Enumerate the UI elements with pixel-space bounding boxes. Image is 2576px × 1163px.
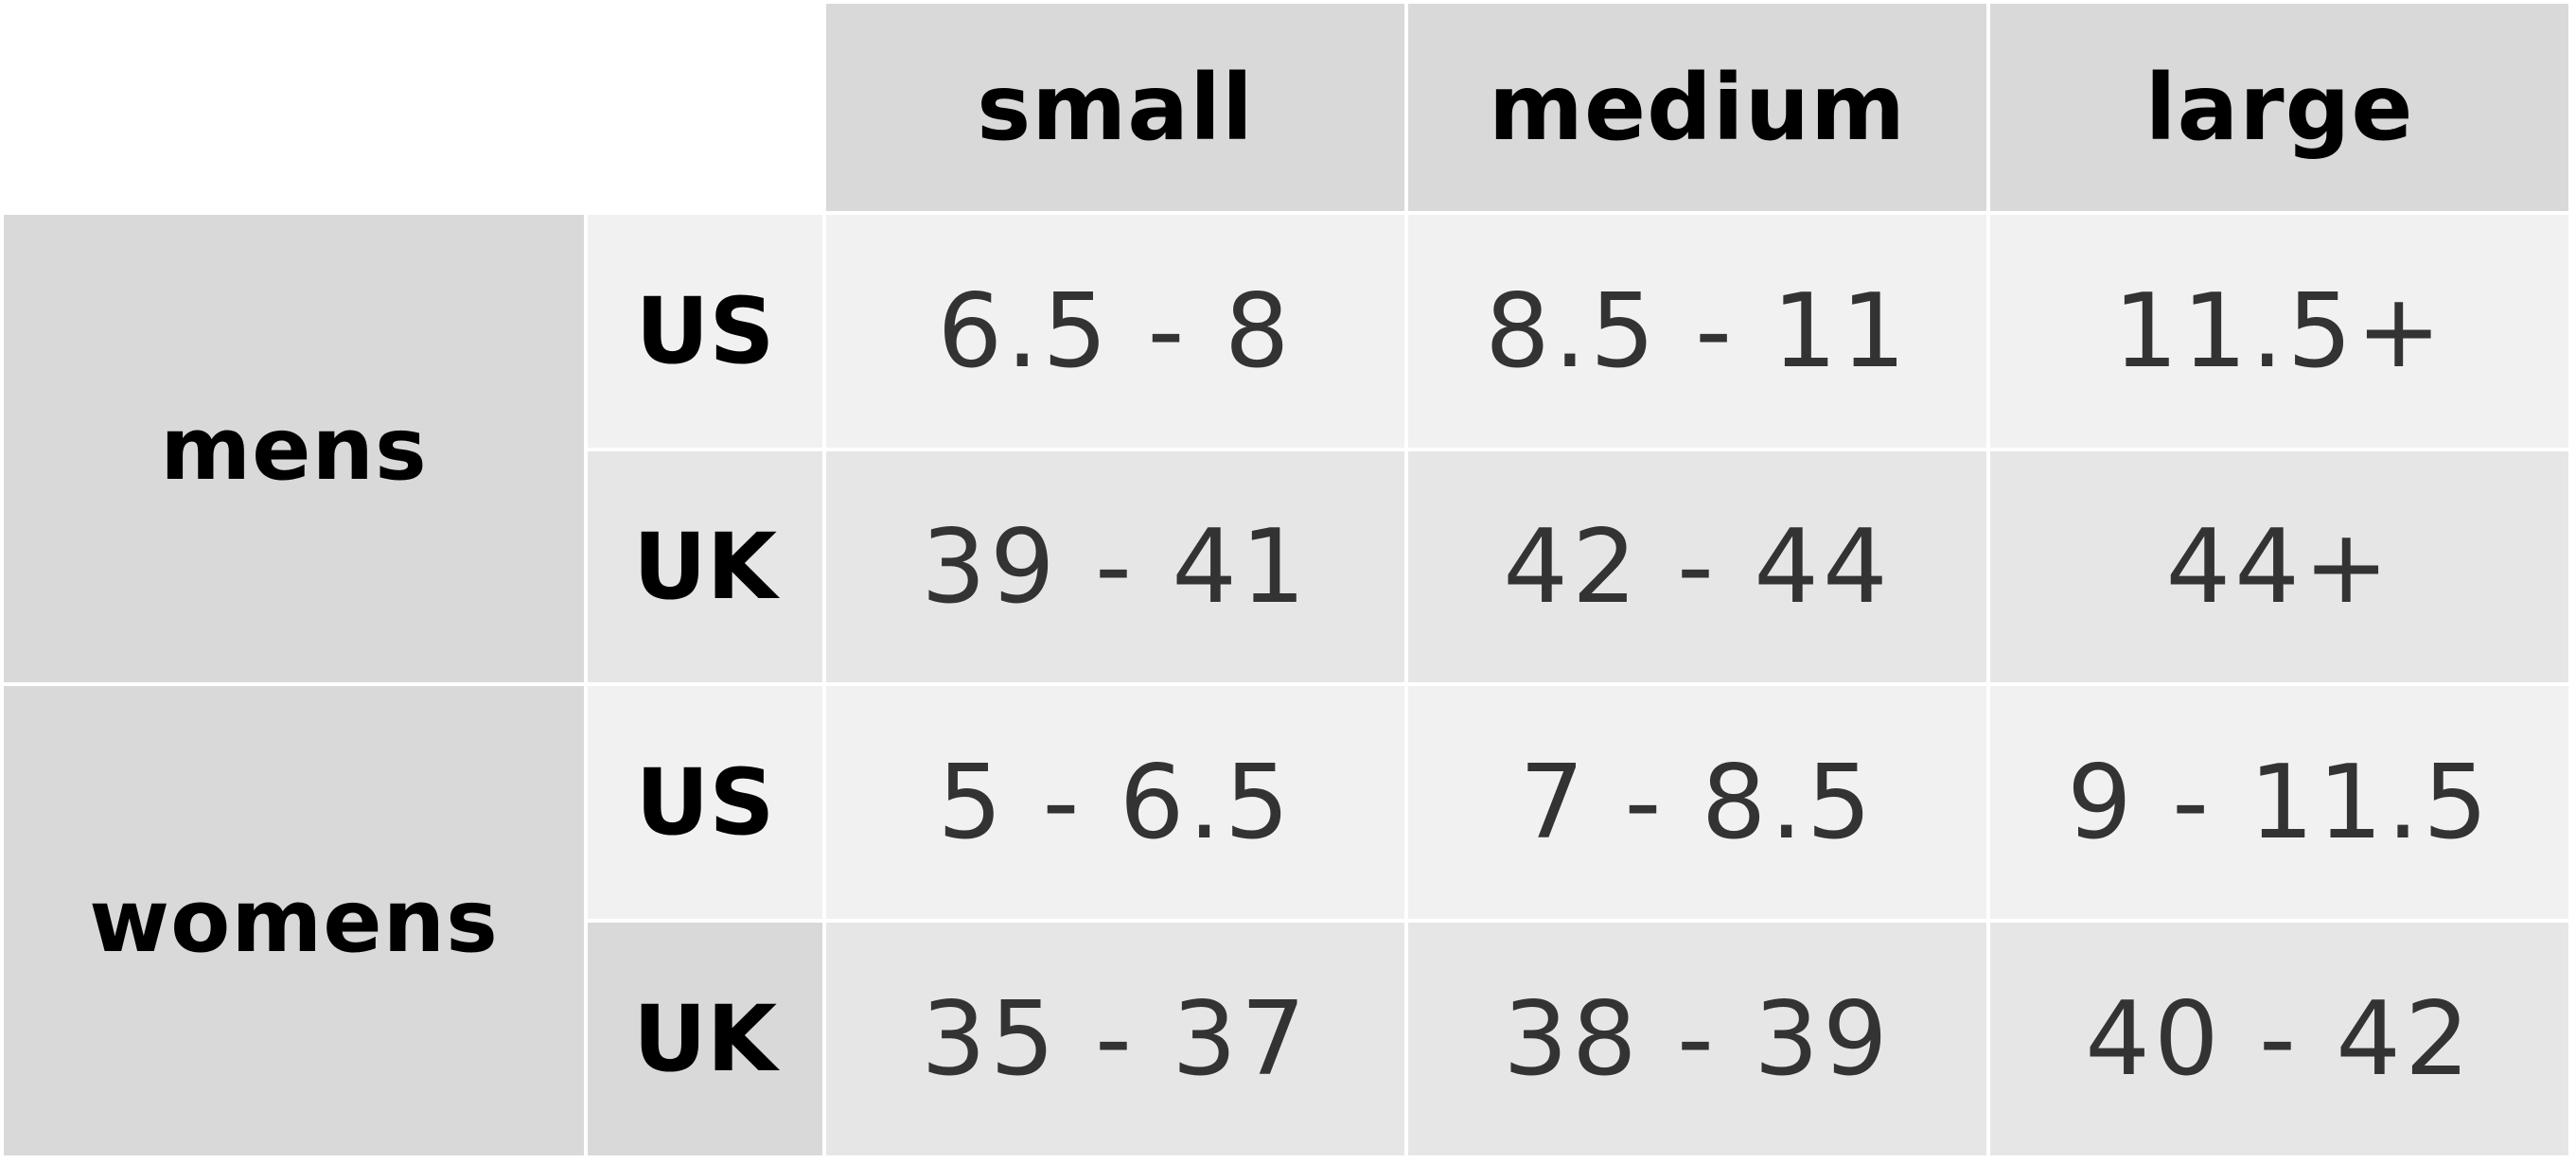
- table-cell: 40 - 42: [1990, 923, 2568, 1155]
- region-label-womens-us: US: [588, 686, 822, 919]
- region-label-mens-uk: UK: [588, 451, 822, 682]
- group-label-womens: womens: [4, 686, 584, 1155]
- table-cell: 39 - 41: [826, 451, 1404, 682]
- region-label-mens-us: US: [588, 215, 822, 448]
- table-cell: 35 - 37: [826, 923, 1404, 1155]
- table-cell: 9 - 11.5: [1990, 686, 2568, 919]
- size-header-large: large: [1990, 4, 2568, 211]
- group-label-mens: mens: [4, 215, 584, 682]
- table-cell: 6.5 - 8: [826, 215, 1404, 448]
- table-cell: 8.5 - 11: [1408, 215, 1986, 448]
- table-cell: 7 - 8.5: [1408, 686, 1986, 919]
- size-header-medium: medium: [1408, 4, 1986, 211]
- table-cell: 38 - 39: [1408, 923, 1986, 1155]
- size-header-small: small: [826, 4, 1404, 211]
- table-cell: 42 - 44: [1408, 451, 1986, 682]
- table-cell: 44+: [1990, 451, 2568, 682]
- table-cell: 5 - 6.5: [826, 686, 1404, 919]
- table-cell: 11.5+: [1990, 215, 2568, 448]
- region-label-womens-uk: UK: [588, 923, 822, 1155]
